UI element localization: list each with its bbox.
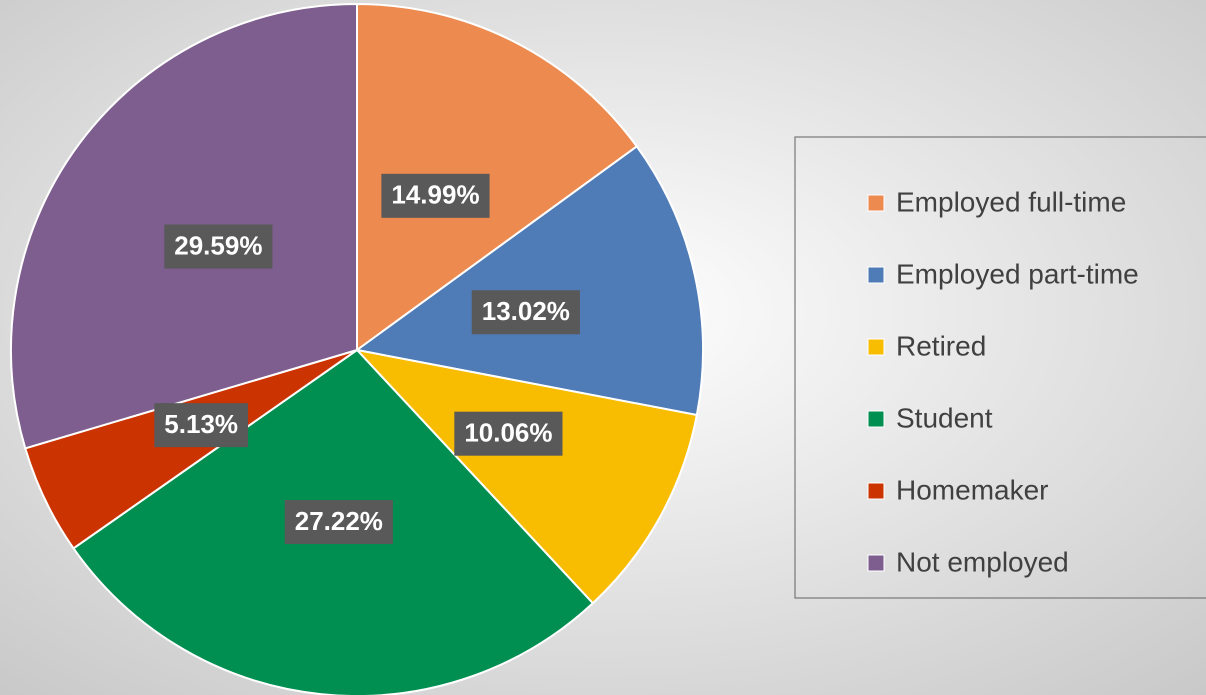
legend-label: Employed full-time — [896, 186, 1126, 217]
data-label: 27.22% — [295, 506, 383, 536]
data-label: 29.59% — [174, 230, 262, 260]
legend-swatch — [867, 410, 885, 428]
legend-swatch — [867, 194, 885, 212]
data-label-box — [154, 403, 249, 448]
legend-swatch — [867, 482, 885, 500]
data-label: 10.06% — [464, 418, 552, 448]
legend-box — [794, 136, 1206, 599]
legend-label: Homemaker — [896, 474, 1048, 505]
legend-label: Not employed — [896, 546, 1069, 577]
data-label: 13.02% — [482, 296, 570, 326]
pie-slice — [356, 2, 639, 352]
data-label: 14.99% — [391, 180, 479, 210]
legend-label: Student — [896, 402, 993, 433]
pie-slice — [354, 348, 699, 605]
legend-swatch — [867, 338, 885, 356]
legend-label: Employed part-time — [896, 258, 1139, 289]
legend-swatch — [867, 554, 885, 572]
data-label-box — [164, 224, 273, 269]
data-label-box — [381, 173, 490, 218]
data-label: 5.13% — [164, 409, 238, 439]
data-label-box — [284, 500, 393, 545]
legend-label: Retired — [896, 330, 986, 361]
data-label-box — [471, 290, 580, 335]
legend-swatch — [867, 266, 885, 284]
pie-slice — [354, 145, 704, 417]
data-label-box — [454, 411, 563, 456]
